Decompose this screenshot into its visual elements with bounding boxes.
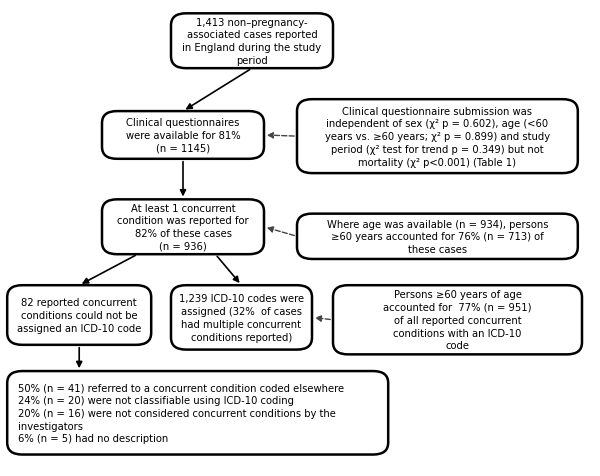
- Text: Clinical questionnaire submission was
independent of sex (χ² p = 0.602), age (<6: Clinical questionnaire submission was in…: [325, 106, 550, 168]
- Text: 1,413 non–pregnancy-
associated cases reported
in England during the study
perio: 1,413 non–pregnancy- associated cases re…: [182, 18, 322, 66]
- FancyBboxPatch shape: [102, 112, 264, 159]
- FancyBboxPatch shape: [171, 14, 333, 69]
- FancyBboxPatch shape: [171, 286, 312, 350]
- FancyBboxPatch shape: [333, 286, 582, 355]
- Text: Clinical questionnaires
were available for 81%
(n = 1145): Clinical questionnaires were available f…: [125, 118, 241, 153]
- Text: Persons ≥60 years of age
accounted for  77% (n = 951)
of all reported concurrent: Persons ≥60 years of age accounted for 7…: [383, 289, 532, 351]
- Text: 1,239 ICD-10 codes were
assigned (32%  of cases
had multiple concurrent
conditio: 1,239 ICD-10 codes were assigned (32% of…: [179, 294, 304, 342]
- Text: Where age was available (n = 934), persons
≥60 years accounted for 76% (n = 713): Where age was available (n = 934), perso…: [326, 219, 548, 255]
- Text: 82 reported concurrent
conditions could not be
assigned an ICD-10 code: 82 reported concurrent conditions could …: [17, 298, 142, 333]
- FancyBboxPatch shape: [297, 100, 578, 174]
- Text: 50% (n = 41) referred to a concurrent condition coded elsewhere
24% (n = 20) wer: 50% (n = 41) referred to a concurrent co…: [18, 382, 344, 444]
- Text: At least 1 concurrent
condition was reported for
82% of these cases
(n = 936): At least 1 concurrent condition was repo…: [117, 203, 249, 251]
- FancyBboxPatch shape: [102, 200, 264, 255]
- FancyBboxPatch shape: [7, 286, 151, 345]
- FancyBboxPatch shape: [297, 214, 578, 259]
- FancyBboxPatch shape: [7, 371, 388, 455]
